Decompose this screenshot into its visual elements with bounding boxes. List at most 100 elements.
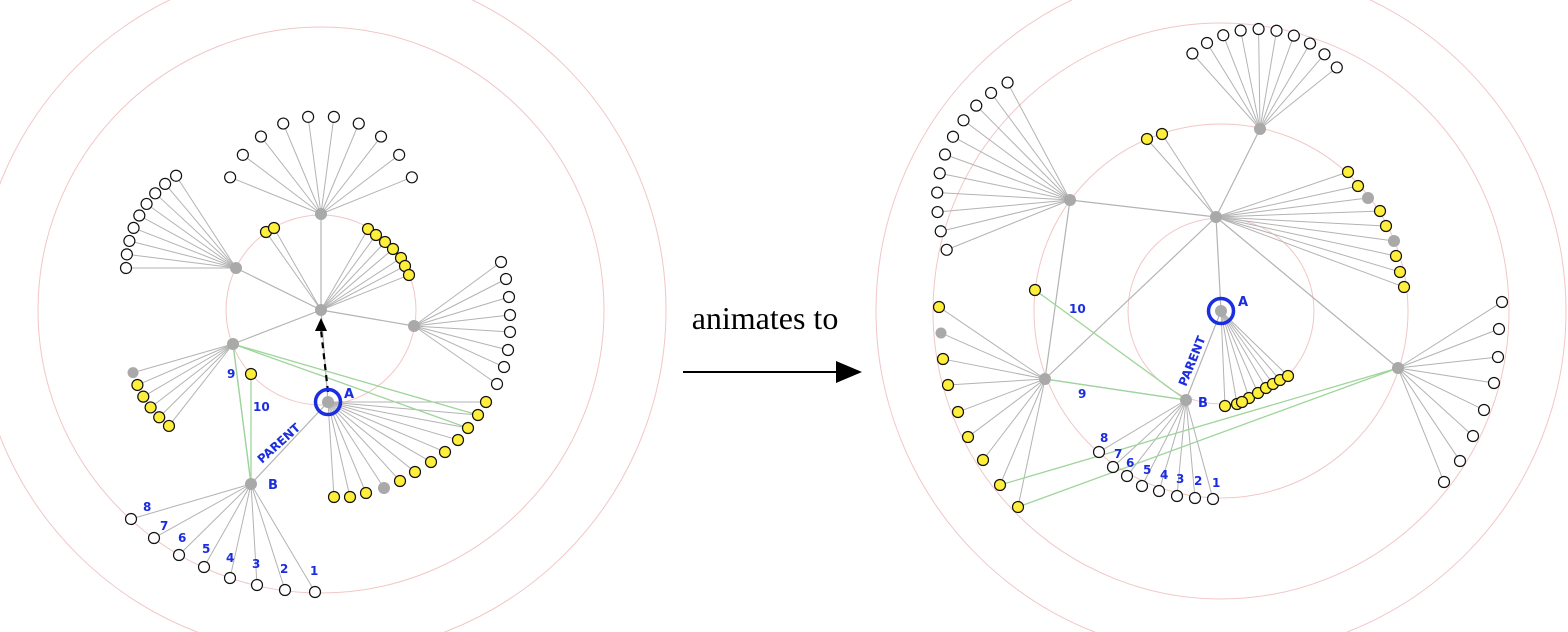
leaf-node [147,531,161,545]
tree-edge [1116,399,1187,464]
tree-edge [1215,128,1261,218]
sibling-order-label: 5 [1143,463,1151,477]
tree-edge [320,239,374,311]
tree-edge [1185,310,1222,401]
tree-edge [413,281,502,327]
tree-edge [1001,378,1046,481]
leaf-node [1453,454,1467,468]
edge-layer [942,34,1498,508]
depth-ring [875,0,1567,632]
tree-edge [951,199,1071,249]
tree-edge [950,155,1071,201]
leaf-node [120,248,133,261]
tree-edge [1129,399,1187,472]
tree-edge [413,325,505,333]
leaf-node [277,117,290,130]
hub-node [322,396,334,408]
leaf-node [1200,36,1214,50]
tree-edge [1215,198,1363,218]
leaf-node [1252,22,1265,36]
tree-edge [1397,367,1480,409]
tree-edge [993,97,1071,201]
highlighted-leaf-node [438,445,452,459]
tree-edge [284,128,322,215]
leaf-node [119,261,133,275]
tree-edge [320,128,358,215]
tree-edge [246,157,322,215]
tree-edge [1220,310,1226,401]
tree-edge [413,315,505,327]
sibling-order-label: 5 [202,542,210,556]
tree-edge [1185,399,1213,494]
tree-edge [132,254,237,269]
tree-edge [320,309,415,327]
tree-edge [1397,357,1493,369]
sibling-order-label: 4 [1160,468,1168,482]
tree-edge [979,109,1071,201]
highlighted-leaf-node [343,490,357,504]
highlighted-leaf-node [1155,127,1169,141]
sibling-order-label: 6 [178,531,186,545]
tree-edge [1259,40,1293,130]
tree-edge [1220,310,1285,373]
tree-edge [320,122,334,215]
leaf-node [1495,295,1509,309]
tree-edge [250,483,313,588]
sibling-order-label: 2 [280,562,288,576]
leaf-node [149,187,162,200]
tree-edge [1397,367,1470,433]
parent-edge-label: PARENT [1176,333,1209,388]
tree-edge [320,233,366,311]
tree-edge [972,378,1046,435]
leaf-node [133,209,146,222]
leaf-node [970,99,983,112]
tree-edge [413,264,497,327]
hub-node [1039,373,1051,385]
collapsed-node [127,367,139,379]
leaf-node [223,571,237,585]
sibling-order-label: 6 [1126,456,1134,470]
highlighted-leaf-node [1351,179,1365,193]
hub-node [1215,305,1227,317]
node-label-a: A [1238,295,1248,310]
highlighted-leaf-node [1028,283,1042,297]
tree-edge [1259,70,1333,130]
sibling-order-label: 1 [1212,476,1220,490]
node-label-b: B [1198,396,1208,411]
cross-link [999,367,1399,486]
leaf-node [1217,29,1230,42]
tree-edge [171,343,234,422]
tree-edge [1215,173,1343,218]
highlighted-leaf-node [1379,219,1393,233]
leaf-node [933,167,946,180]
tree-edge [1185,399,1195,493]
highlighted-leaf-node [1218,399,1232,413]
highlighted-leaf-node [1281,369,1295,383]
leaf-node [302,110,315,123]
node-label-b: B [268,478,278,493]
hub-node [408,320,420,332]
highlighted-leaf-node [162,419,176,433]
leaf-node [124,512,138,526]
highlighted-leaf-node [941,378,955,392]
node-layer [931,22,1509,514]
hub-node [1210,211,1222,223]
leaf-node [127,221,140,235]
focus-node-ring [313,387,343,417]
leaf-node [1270,24,1283,37]
tree-edge [158,196,237,269]
tree-edge [1220,310,1237,399]
tree-edge [250,401,329,485]
link-label-9: 9 [1078,387,1086,401]
leaf-node [1170,489,1184,503]
tree-edge [1195,57,1261,130]
tree-edge [1215,216,1400,286]
leaf-node [1092,445,1106,459]
tree-edge [230,483,252,573]
leaf-node [140,197,153,211]
tree-edge [1103,399,1187,450]
before-layout-panel: A B 9 10 PARENT 1 2 3 4 5 678 [0,0,667,632]
tree-edge [327,401,397,478]
hub-node [1254,123,1266,135]
hub-node [245,478,257,490]
